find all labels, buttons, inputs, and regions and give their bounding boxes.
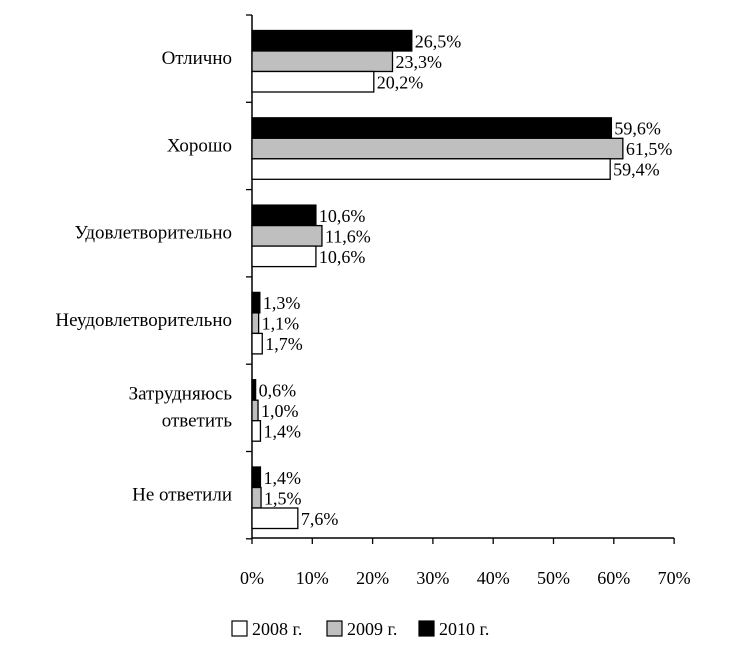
x-tick-label: 30% xyxy=(416,568,449,588)
legend-label: 2010 г. xyxy=(439,619,489,639)
data-label: 11,6% xyxy=(325,226,371,246)
data-label: 23,3% xyxy=(395,52,442,72)
bars xyxy=(251,29,624,530)
bar xyxy=(251,70,375,93)
data-label: 61,5% xyxy=(626,139,673,159)
data-label: 26,5% xyxy=(415,31,462,51)
x-tick-label: 70% xyxy=(658,568,691,588)
category-label: Отлично xyxy=(162,48,232,69)
x-tick-label: 20% xyxy=(356,568,389,588)
legend-swatch xyxy=(418,620,435,637)
legend: 2008 г. 2009 г. 2010 г. xyxy=(231,619,489,639)
x-tick-label: 10% xyxy=(296,568,329,588)
category-label: Затрудняюсь xyxy=(129,384,233,405)
bar xyxy=(251,379,257,401)
bar xyxy=(251,29,413,52)
category-label: ответить xyxy=(162,411,233,432)
data-label: 1,4% xyxy=(263,468,301,488)
labels: Отлично Хорошо Удовлетворительно Неудовлетв… xyxy=(55,31,672,529)
data-label: 1,5% xyxy=(264,488,302,508)
bar xyxy=(251,312,260,335)
data-label: 1,4% xyxy=(263,421,301,441)
axes: 0% 10% 20% 30% 40% 50% 60% 70% xyxy=(240,14,691,588)
data-label: 10,6% xyxy=(319,247,366,267)
data-label: 1,1% xyxy=(262,314,300,334)
category-label: Удовлетворительно xyxy=(75,223,232,244)
x-tick-label: 50% xyxy=(537,568,570,588)
legend-swatch xyxy=(326,620,343,637)
data-label: 20,2% xyxy=(377,72,424,92)
data-label: 59,4% xyxy=(613,160,660,180)
category-label: Неудовлетворительно xyxy=(55,310,232,331)
category-label: Хорошо xyxy=(167,135,232,156)
bar xyxy=(251,420,262,442)
bar xyxy=(251,245,317,268)
x-tick-label: 40% xyxy=(477,568,510,588)
legend-swatch xyxy=(231,620,248,637)
data-label: 0,6% xyxy=(259,380,297,400)
bar xyxy=(251,50,394,73)
bar xyxy=(251,399,259,422)
bar xyxy=(251,507,299,530)
x-tick-label: 0% xyxy=(240,568,264,588)
data-label: 1,3% xyxy=(263,293,301,313)
bar xyxy=(251,486,262,509)
bar xyxy=(251,224,323,247)
bar xyxy=(251,291,261,314)
bar xyxy=(251,204,317,227)
bar xyxy=(251,137,624,160)
x-tick-label: 60% xyxy=(597,568,630,588)
data-label: 10,6% xyxy=(319,206,366,226)
bar xyxy=(251,158,611,180)
bar xyxy=(251,466,262,489)
data-label: 1,7% xyxy=(265,334,303,354)
bar xyxy=(251,332,263,355)
data-label: 1,0% xyxy=(261,401,299,421)
legend-label: 2009 г. xyxy=(347,619,397,639)
category-label: Не ответили xyxy=(132,485,232,506)
bar xyxy=(251,117,613,139)
legend-label: 2008 г. xyxy=(252,619,302,639)
data-label: 59,6% xyxy=(614,119,661,139)
data-label: 7,6% xyxy=(301,509,339,529)
